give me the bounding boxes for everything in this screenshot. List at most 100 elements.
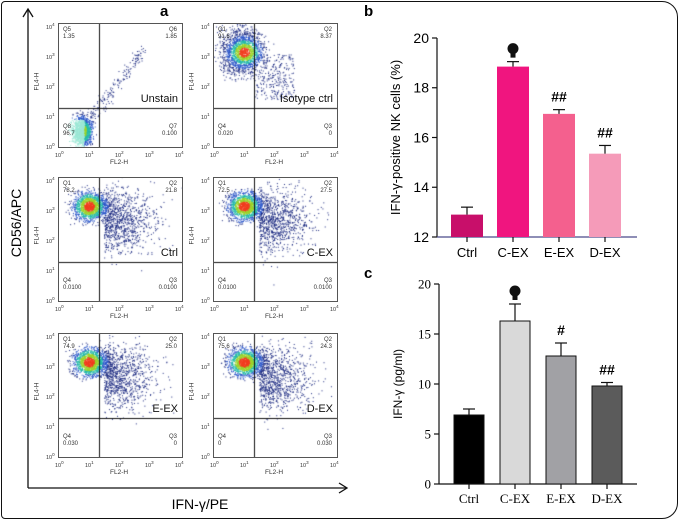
fl2-h-label: FL2-H bbox=[265, 159, 284, 166]
y-tick-label: 104 bbox=[201, 22, 210, 31]
y-tick-label: 5 bbox=[425, 427, 432, 442]
y-tick-label: 102 bbox=[201, 392, 210, 401]
quadrant-name: Q1 bbox=[218, 337, 227, 343]
quadrant-percent: 24.3 bbox=[320, 344, 332, 350]
quadrant-label: Q1 74.9 bbox=[63, 337, 75, 351]
x-tick-label: 101 bbox=[85, 150, 94, 159]
fl4-h-label: FL4-H bbox=[33, 72, 41, 91]
quadrant-label: Q1 78.2 bbox=[63, 181, 75, 195]
x-axis-label-ifn: IFN-γ/PE bbox=[171, 496, 229, 512]
quadrant-percent: 78.2 bbox=[63, 188, 75, 194]
bar-c-ex bbox=[499, 320, 531, 485]
y-tick-label: 100 bbox=[46, 142, 55, 151]
panel-letter: b bbox=[364, 3, 373, 20]
bar-ctrl bbox=[451, 214, 483, 237]
y-tick-label: 104 bbox=[201, 176, 210, 185]
x-tick-label: 102 bbox=[115, 150, 124, 159]
sample-label: Unstain bbox=[140, 93, 178, 105]
quadrant-label: Q8 96.7 bbox=[63, 124, 75, 138]
marker-stem bbox=[512, 295, 518, 300]
y-tick-label: 103 bbox=[201, 362, 210, 371]
x-tick-label: 102 bbox=[270, 150, 279, 159]
y-tick-label: 101 bbox=[46, 266, 55, 275]
y-tick-label: 101 bbox=[201, 112, 210, 121]
y-tick-label: 102 bbox=[201, 82, 210, 91]
bar-ctrl bbox=[453, 414, 485, 485]
quadrant-percent: 0 bbox=[173, 441, 177, 447]
quadrant-percent: 1.85 bbox=[165, 34, 177, 40]
x-tick-label: D-EX bbox=[591, 491, 623, 506]
bar-chart-c: c 0 5 10 15 20 IFN-γ (pg/ml) Ctrl C-EX E-EX # D-EX #… bbox=[364, 265, 637, 506]
quadrant-label: Q3 0.0100 bbox=[314, 278, 332, 292]
fl4-h-label: FL4-H bbox=[188, 382, 196, 401]
fl4-h-label: FL4-H bbox=[188, 72, 196, 91]
flow-plot-c-ex: Q1 72.5 Q2 27.5 Q4 0.0100 Q3 0.0100 C-EX bbox=[213, 177, 338, 302]
x-tick-label: 104 bbox=[175, 150, 184, 159]
quadrant-label: Q2 27.5 bbox=[320, 181, 332, 195]
panel-a-letter: a bbox=[160, 3, 169, 20]
bar-d-ex bbox=[591, 385, 623, 485]
y-tick-label: 102 bbox=[46, 236, 55, 245]
quadrant-name: Q3 bbox=[323, 434, 332, 440]
x-tick-label: 103 bbox=[300, 150, 309, 159]
sample-label: C-EX bbox=[306, 247, 333, 259]
quadrant-percent: 96.7 bbox=[63, 131, 75, 137]
quadrant-name: Q1 bbox=[63, 337, 72, 343]
y-tick-label: 10 bbox=[418, 377, 431, 392]
x-tick-label: 101 bbox=[240, 150, 249, 159]
y-tick-label: 104 bbox=[201, 332, 210, 341]
fl4-h-label: FL4-H bbox=[33, 226, 41, 245]
flow-plot-isotype-ctrl: Q1 91.6 Q2 8.37 Q4 0.020 Q3 0 Isotype ctrl bbox=[213, 23, 338, 148]
y-tick-label: 0 bbox=[425, 477, 432, 492]
y-tick-label: 100 bbox=[46, 452, 55, 461]
quadrant-percent: 0.100 bbox=[161, 131, 177, 137]
x-tick-label: 102 bbox=[270, 460, 279, 469]
quadrant-label: Q1 91.6 bbox=[218, 27, 230, 41]
density-scatter bbox=[59, 334, 182, 457]
quadrant-name: Q1 bbox=[218, 27, 227, 33]
quadrant-name: Q3 bbox=[323, 278, 332, 284]
flow-plot-ctrl: Q1 78.2 Q2 21.8 Q4 0.0100 Q3 0.0100 Ctrl bbox=[58, 177, 183, 302]
x-tick-label: 101 bbox=[85, 460, 94, 469]
y-tick-label: 101 bbox=[201, 422, 210, 431]
quadrant-name: Q4 bbox=[218, 434, 227, 440]
x-tick-label: 100 bbox=[55, 304, 64, 313]
y-tick-label: 101 bbox=[46, 422, 55, 431]
bar-chart-b: b 12 14 16 18 20 IFN-γ-positive NK cells (%) Ct… bbox=[364, 3, 637, 258]
quadrant-percent: 27.5 bbox=[320, 188, 332, 194]
marker-stem bbox=[510, 52, 516, 58]
quadrant-name: Q2 bbox=[168, 337, 177, 343]
y-tick-label: 103 bbox=[201, 206, 210, 215]
y-tick-label: 18 bbox=[413, 80, 429, 96]
significance-hash: ## bbox=[599, 362, 615, 378]
significance-hash: # bbox=[557, 322, 565, 338]
quadrant-percent: 21.8 bbox=[165, 188, 177, 194]
sample-label: Ctrl bbox=[160, 247, 178, 259]
y-tick-label: 15 bbox=[418, 327, 431, 342]
bar-c-ex bbox=[497, 66, 529, 237]
x-tick-label: 103 bbox=[300, 460, 309, 469]
quadrant-percent: 0.030 bbox=[316, 441, 332, 447]
y-tick-label: 16 bbox=[413, 129, 429, 145]
x-tick-label: Ctrl bbox=[459, 491, 480, 506]
x-tick-label: 102 bbox=[270, 304, 279, 313]
x-tick-label: C-EX bbox=[497, 245, 528, 258]
x-tick-label: 100 bbox=[55, 460, 64, 469]
quadrant-name: Q4 bbox=[63, 278, 72, 284]
flow-plot-e-ex: Q1 74.9 Q2 25.0 Q4 0.030 Q3 0 E-EX bbox=[58, 333, 183, 458]
bar-e-ex bbox=[543, 113, 575, 237]
panel-letter: c bbox=[364, 265, 372, 282]
x-tick-label: 102 bbox=[115, 460, 124, 469]
quadrant-percent: 74.9 bbox=[63, 344, 75, 350]
quadrant-label: Q6 1.85 bbox=[165, 27, 177, 41]
quadrant-name: Q2 bbox=[168, 181, 177, 187]
quadrant-name: Q4 bbox=[63, 434, 72, 440]
y-tick-label: 102 bbox=[46, 82, 55, 91]
y-tick-label: 100 bbox=[201, 452, 210, 461]
x-tick-label: 104 bbox=[330, 460, 339, 469]
y-tick-label: 104 bbox=[46, 22, 55, 31]
quadrant-label: Q3 0 bbox=[169, 434, 177, 448]
density-scatter bbox=[214, 178, 337, 301]
quadrant-percent: 25.0 bbox=[165, 344, 177, 350]
quadrant-name: Q3 bbox=[323, 124, 332, 130]
